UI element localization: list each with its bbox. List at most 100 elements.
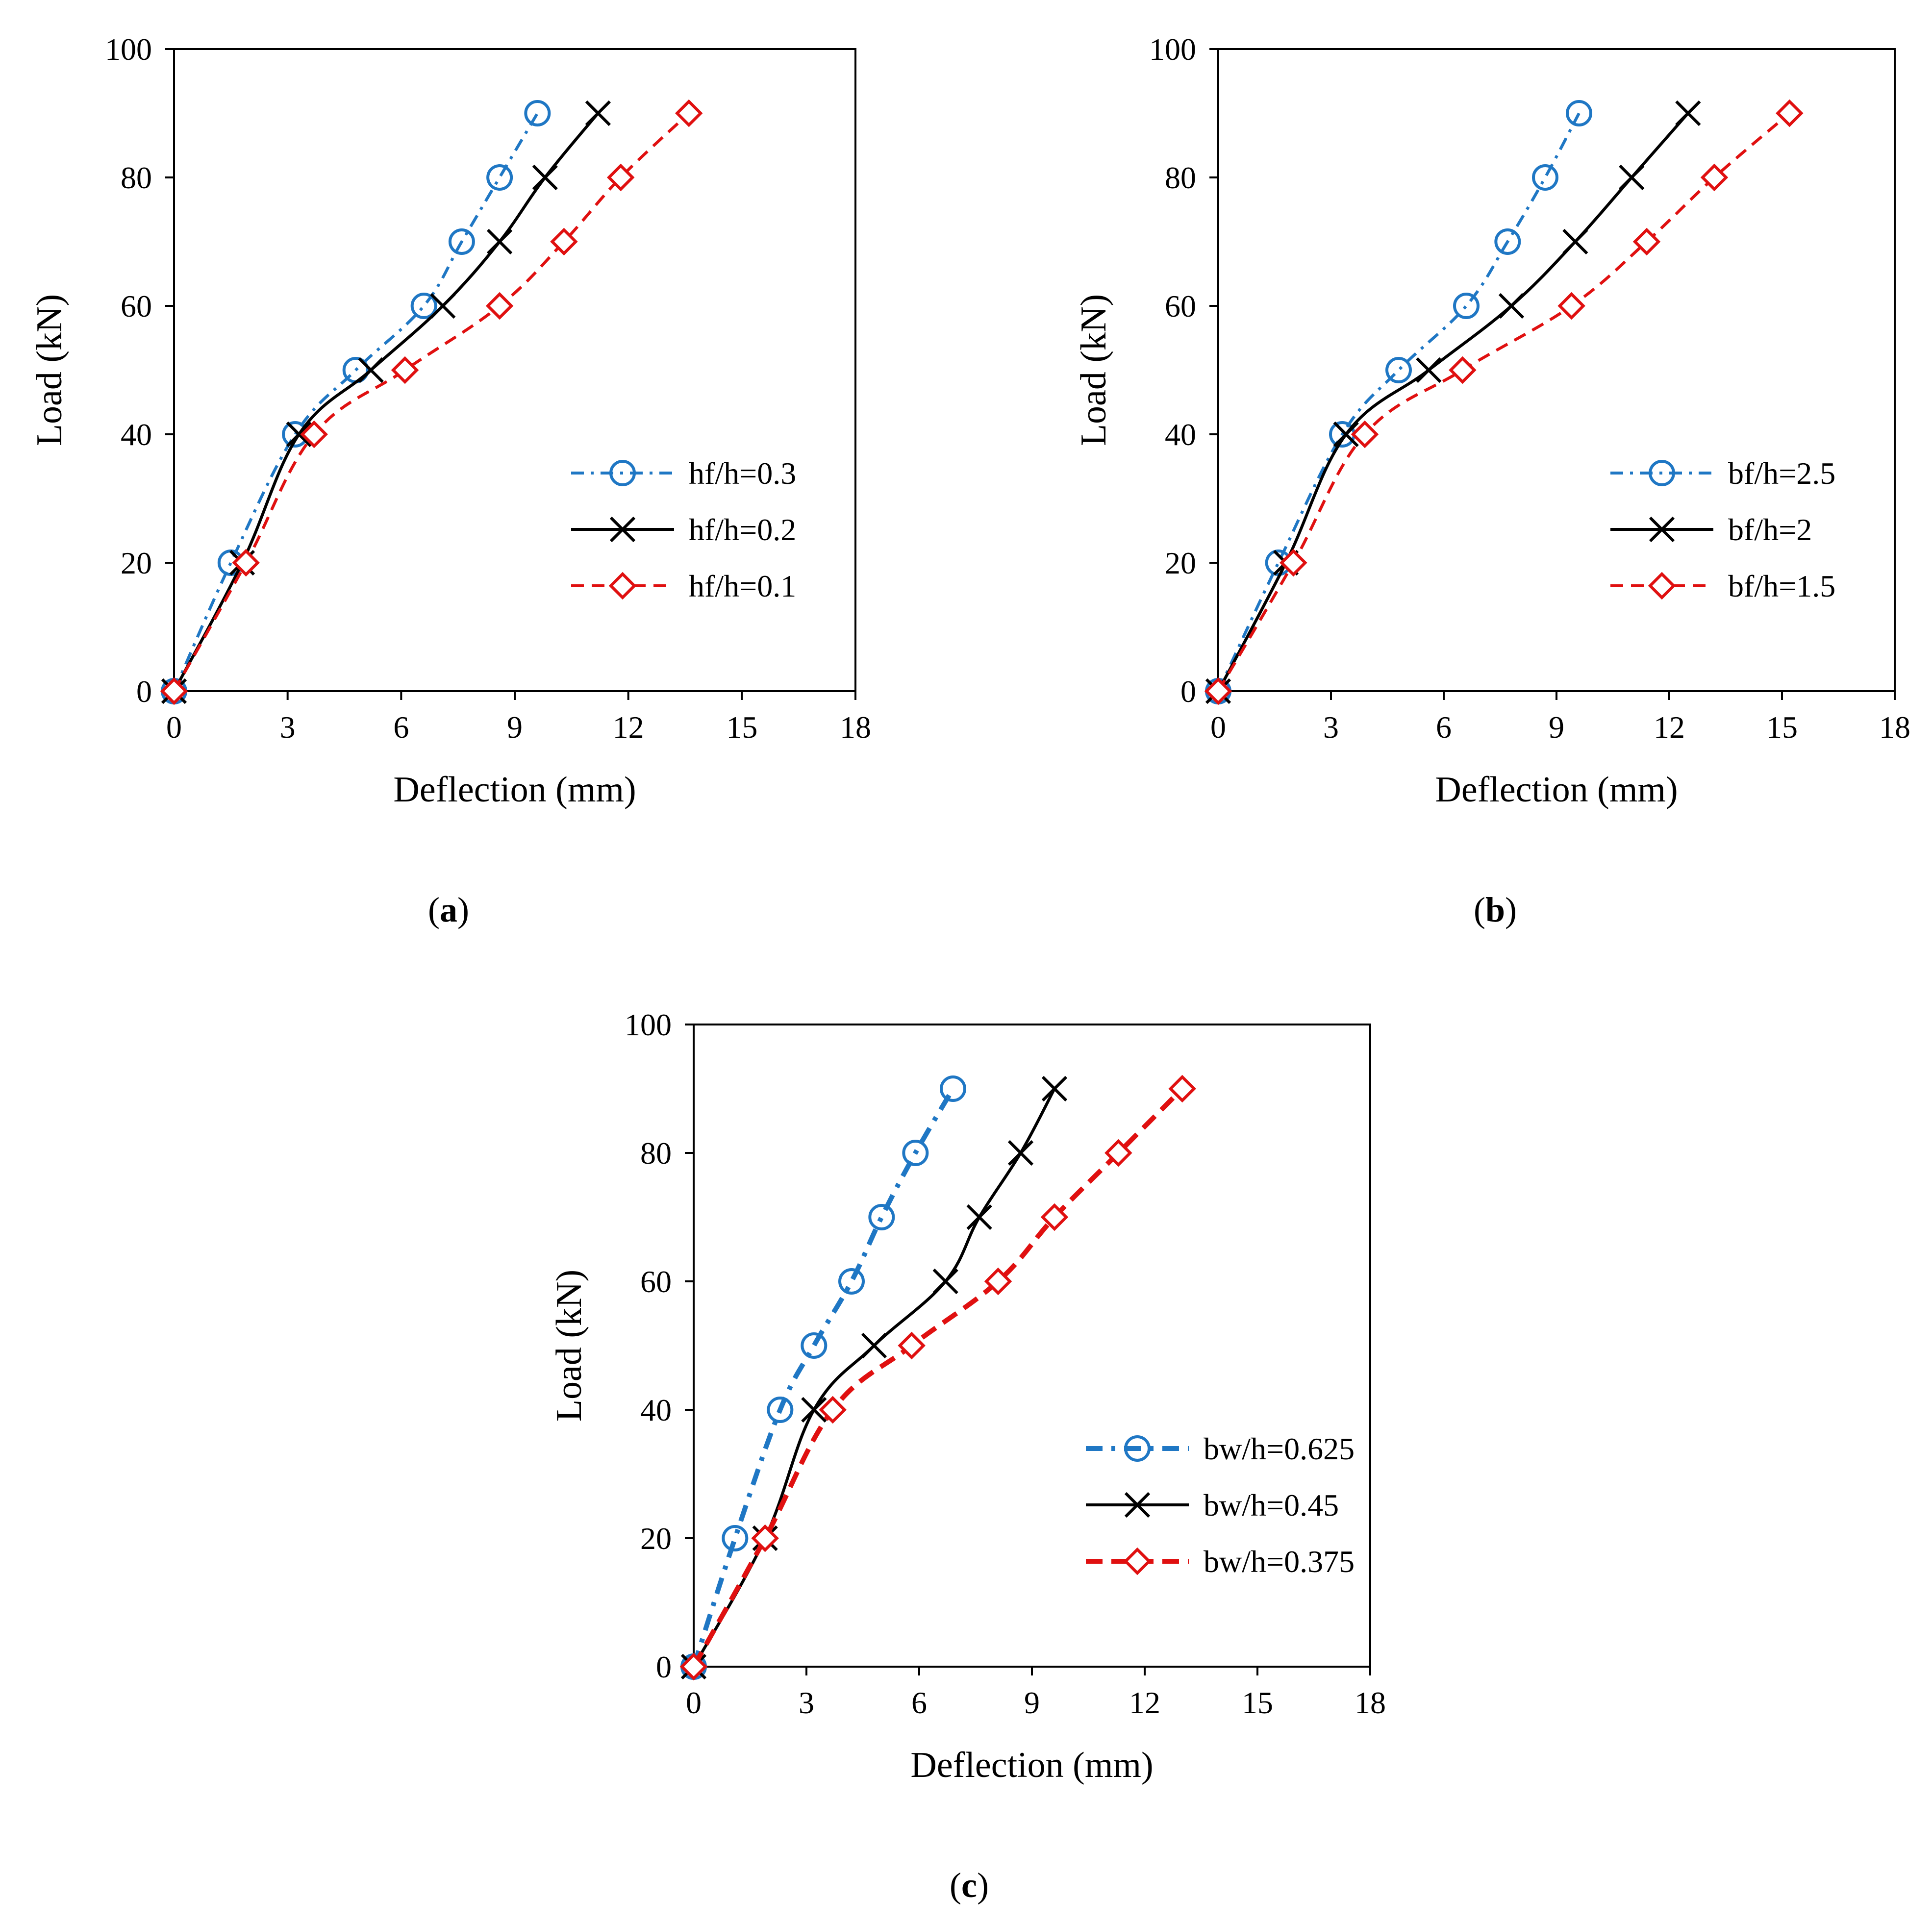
panel-b-data-point: [1453, 293, 1480, 319]
panel-c-data-point: [932, 1268, 958, 1295]
panel-b-x-tick-label: 6: [1436, 710, 1452, 745]
panel-b-legend-label: bf/h=1.5: [1728, 569, 1835, 603]
panel-b-data-point: [1776, 99, 1804, 127]
panel-c-data-point: [751, 1524, 779, 1552]
panel-a-x-tick-label: 15: [726, 710, 757, 745]
panel-a-legend-label: hf/h=0.1: [689, 569, 796, 603]
panel-a-data-point: [430, 293, 456, 319]
panel-c-y-tick-label: 0: [656, 1649, 672, 1684]
panel-c-data-point: [1007, 1140, 1034, 1166]
panel-a-x-axis-title: Deflection (mm): [393, 770, 636, 810]
panel-a-legend-marker: [609, 460, 636, 486]
panel-b-x-tick-label: 3: [1323, 710, 1339, 745]
panel-c-series-line: [691, 1087, 955, 1668]
panel-b-data-point: [1562, 228, 1588, 255]
panel-b-y-tick-label: 100: [1149, 32, 1196, 67]
panel-a-legend-marker: [608, 572, 637, 600]
panel-c-x-tick-label: 15: [1242, 1685, 1273, 1720]
panel-caption-c: (c): [950, 1866, 989, 1905]
panel-a-chart: 0 3 6 9 12 15 18 0 20 40 60 80 100 Deflection (mm) Loa…: [29, 32, 871, 810]
panel-b-data-point: [1494, 228, 1521, 255]
panel-c-y-tick-label: 100: [625, 1007, 672, 1042]
panel-a-data-point: [675, 99, 703, 127]
panel-b-data-point: [1498, 293, 1525, 319]
panel-a-data-point: [410, 293, 437, 319]
panel-caption-a-letter: a: [440, 890, 457, 929]
panel-b-legend-label: bf/h=2.5: [1728, 456, 1835, 491]
panel-a-y-tick-label: 0: [136, 674, 152, 709]
panel-c-y-tick-label: 20: [640, 1521, 672, 1556]
panel-b-data-point: [1385, 357, 1412, 383]
panel-b-data-point: [1619, 164, 1645, 191]
panel-a-legend-label: hf/h=0.3: [689, 456, 796, 491]
panel-b-legend-marker: [1648, 572, 1676, 600]
panel-c-x-axis-title: Deflection (mm): [910, 1745, 1153, 1785]
panel-b-y-tick-label: 60: [1165, 289, 1196, 324]
panel-c-y-axis-title: Load (kN): [549, 1270, 589, 1422]
panel-a-data-point: [232, 549, 260, 577]
panel-c-y-tick-label: 60: [640, 1264, 672, 1299]
panel-c-data-point: [767, 1397, 794, 1423]
panel-a-data-point: [448, 228, 475, 255]
panel-b-data-point: [1557, 292, 1585, 320]
panel-b-x-axis-title: Deflection (mm): [1435, 770, 1678, 810]
panel-b-x-tick-label: 12: [1654, 710, 1685, 745]
panel-b-x-tick-label: 9: [1549, 710, 1564, 745]
panel-a-data-point: [532, 164, 558, 191]
panel-c-data-point: [722, 1525, 749, 1551]
panel-a-x-tick-label: 6: [393, 710, 409, 745]
panel-c-data-point: [902, 1140, 929, 1166]
panel-c-data-point: [679, 1652, 708, 1681]
panel-a-data-point: [160, 677, 188, 705]
panel-b-data-point: [1280, 549, 1307, 577]
panel-c-legend-label: bw/h=0.375: [1204, 1544, 1355, 1579]
panel-a-x-tick-label: 12: [613, 710, 644, 745]
panel-b-y-axis-title: Load (kN): [1074, 294, 1114, 446]
panel-b-series-line: [1217, 112, 1791, 692]
panel-c-series-line: [691, 1087, 1184, 1668]
panel-b-legend-marker: [1649, 516, 1675, 543]
panel-c-data-point: [1041, 1075, 1068, 1102]
panel-b-x-tick-label: 15: [1766, 710, 1798, 745]
panel-c-data-point: [966, 1204, 992, 1230]
panel-c-legend-label: bw/h=0.45: [1204, 1488, 1339, 1523]
panel-b-y-tick-label: 80: [1165, 160, 1196, 195]
panel-c-data-point: [868, 1204, 895, 1230]
panel-c-data-point: [940, 1075, 966, 1102]
panel-c-data-point: [861, 1332, 887, 1359]
panel-c-y-tick-label: 40: [640, 1393, 672, 1427]
panel-c-x-tick-label: 6: [911, 1685, 927, 1720]
panel-b-data-point: [1675, 100, 1701, 126]
panel-a-legend-label: hf/h=0.2: [689, 512, 796, 547]
panel-a-x-tick-label: 3: [280, 710, 296, 745]
panel-c-data-point: [1040, 1203, 1069, 1231]
panel-c-data-point: [838, 1268, 865, 1295]
panel-a-data-point: [606, 163, 635, 192]
panel-b-data-point: [1532, 164, 1558, 191]
panel-c-x-tick-label: 9: [1024, 1685, 1040, 1720]
panel-c-data-point: [801, 1332, 828, 1359]
panel-a-series-line: [173, 112, 539, 692]
panel-a-data-point: [585, 100, 611, 126]
panel-a-data-point: [391, 356, 419, 384]
panel-b-y-tick-label: 20: [1165, 546, 1196, 580]
panel-b-x-tick-label: 0: [1210, 710, 1226, 745]
panel-a-data-point: [485, 292, 514, 320]
panel-c-x-tick-label: 18: [1355, 1685, 1386, 1720]
panel-b-x-tick-label: 18: [1879, 710, 1910, 745]
panel-c-x-tick-label: 0: [686, 1685, 702, 1720]
panel-a-x-tick-label: 0: [166, 710, 182, 745]
panel-a-y-tick-label: 60: [121, 289, 152, 324]
panel-a-y-tick-label: 100: [105, 32, 152, 67]
panel-caption-c-letter: c: [961, 1866, 977, 1905]
panel-c-legend-label: bw/h=0.625: [1204, 1431, 1355, 1466]
panel-a-data-point: [524, 100, 551, 126]
panel-c-data-point: [801, 1397, 827, 1423]
panel-a-series-line: [173, 112, 690, 692]
panel-a-data-point: [486, 164, 513, 191]
panel-b-data-point: [1632, 227, 1661, 256]
panel-a-data-point: [286, 421, 312, 448]
panel-b-legend-marker: [1649, 460, 1675, 486]
panel-a-y-tick-label: 40: [121, 417, 152, 452]
panel-b-y-tick-label: 0: [1180, 674, 1196, 709]
